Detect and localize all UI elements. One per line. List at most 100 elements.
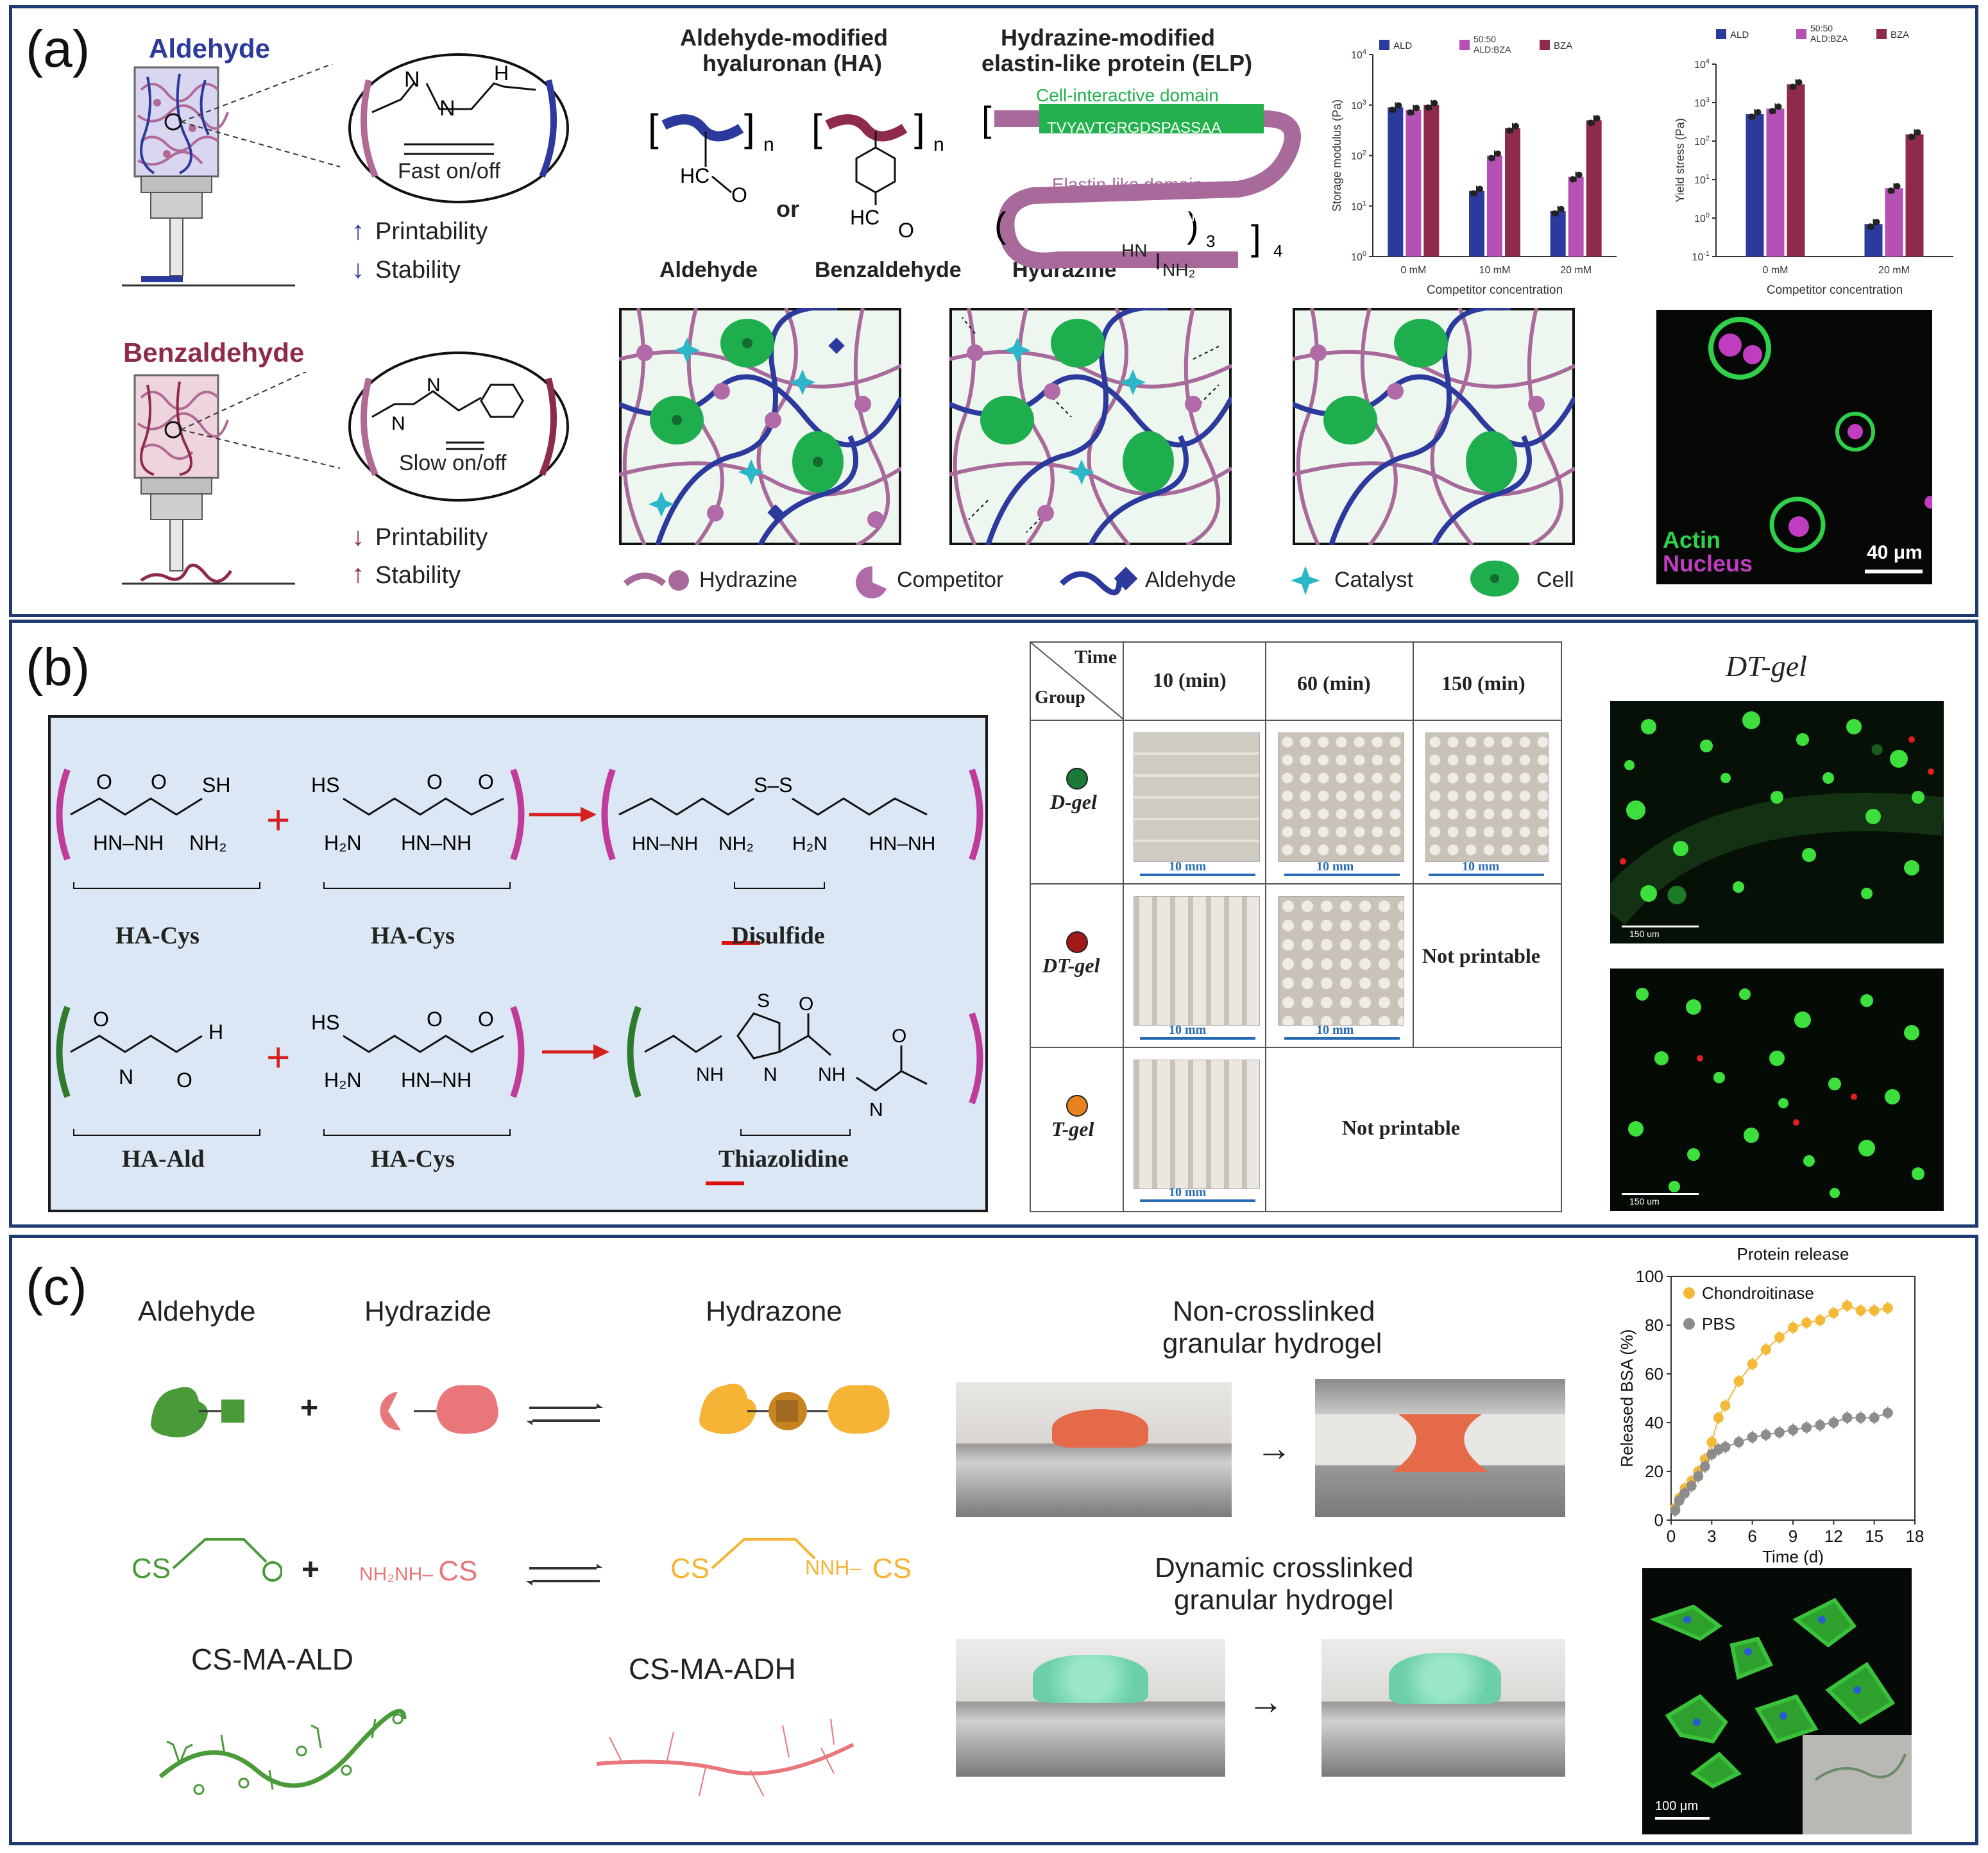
svg-text:]: ] <box>1251 217 1261 258</box>
y-tick-label: 60 <box>1645 1364 1663 1383</box>
y-tick-label: 104 <box>1694 58 1710 71</box>
svg-text:NNH–: NNH– <box>805 1556 861 1579</box>
header-10min: 10 (min) <box>1153 668 1227 691</box>
chondroitinase-point <box>1842 1300 1853 1311</box>
print-d-60 <box>1278 732 1404 862</box>
aldehyde-syringe <box>122 64 341 287</box>
right-arrow-icon: → <box>1256 1428 1292 1468</box>
scale-line <box>1140 1037 1255 1040</box>
y-tick-label: 10-1 <box>1692 250 1710 263</box>
legend-catalyst: Catalyst <box>1334 568 1413 592</box>
svg-text:O: O <box>799 994 813 1015</box>
replicate-point <box>1389 106 1396 114</box>
hydrazone-label: Hydrazone <box>706 1296 842 1327</box>
fast-exchange-bubble: NN H <box>348 53 569 203</box>
hydrazone-chem: CS NNH– CS <box>670 1538 912 1584</box>
svg-text:3: 3 <box>1206 232 1215 251</box>
scale-bar-label: 150 um <box>1629 929 1660 939</box>
live-cells <box>1628 988 1924 1198</box>
legend-swatch <box>1379 40 1389 50</box>
slow-exchange-bubble: NN <box>348 351 569 502</box>
t-gel-dot <box>1066 1095 1088 1117</box>
red-hydrogel <box>1052 1409 1148 1448</box>
legend-hydrazine: Hydrazine <box>699 568 798 592</box>
x-tick-label: 3 <box>1707 1527 1716 1546</box>
svg-text:HC: HC <box>680 164 709 187</box>
table-corner-diagonal <box>1031 643 1124 720</box>
cs-ma-adh-label: CS-MA-ADH <box>629 1652 796 1686</box>
ha-title-line2: hyaluronan (HA) <box>702 50 883 76</box>
replicate-point <box>1477 185 1483 192</box>
pbs-point <box>1855 1412 1866 1423</box>
svg-text:NH: NH <box>818 1064 845 1085</box>
y-axis-label: Storage modulus (Pa) <box>1330 99 1343 212</box>
aldehyde-title: Aldehyde <box>149 33 271 63</box>
plus-sign: + <box>300 1391 319 1425</box>
hydrazine-legend-icon <box>623 570 689 591</box>
pbs-point <box>1733 1437 1744 1448</box>
scale-bar-label: 150 um <box>1629 1196 1660 1206</box>
aldehyde-legend-icon <box>1059 566 1138 596</box>
print-d-10 <box>1134 732 1260 862</box>
down-arrow-icon: ↓ <box>352 255 364 283</box>
bar-ald <box>1864 224 1883 257</box>
scale-bar-label: 40 μm <box>1867 542 1923 563</box>
elp-title-line2: elastin-like protein (ELP) <box>981 50 1253 76</box>
x-axis-label: Time (d) <box>1762 1547 1824 1565</box>
pbs-point <box>1760 1430 1771 1440</box>
svg-text:[: [ <box>648 106 659 149</box>
svg-text:(: ( <box>994 205 1007 245</box>
bar-50-50-ald-bza <box>1885 188 1903 257</box>
network-schematic-2 <box>949 308 1232 545</box>
print-d-150 <box>1425 732 1549 862</box>
pbs-point <box>1679 1488 1690 1499</box>
x-axis-label: Competitor concentration <box>1767 283 1903 297</box>
benzaldehyde-name: Benzaldehyde <box>815 258 962 282</box>
svg-text:[: [ <box>981 99 992 139</box>
y-axis-label: Yield stress (Pa) <box>1674 118 1686 202</box>
benzaldehyde-structure: [] n HC O <box>811 106 944 242</box>
replicate-point <box>1413 105 1420 112</box>
svg-text:n: n <box>933 134 944 155</box>
green-hydrogel <box>1033 1655 1148 1703</box>
protein-release-chart: Protein release 0 20 40 60 80 100 0 3 6 9 12 15 18 Tim… <box>1617 1244 1924 1565</box>
legend-competitor: Competitor <box>897 568 1004 592</box>
svg-text:H₂N: H₂N <box>792 833 828 854</box>
x-tick-label: 12 <box>1824 1527 1843 1546</box>
chart-title: Protein release <box>1737 1244 1849 1264</box>
svg-text:): ) <box>1187 205 1199 245</box>
y-tick-label: 100 <box>1694 212 1710 224</box>
pbs-line <box>1674 1412 1889 1511</box>
y-tick-label: 104 <box>1351 48 1366 61</box>
network-schematic-1 <box>619 308 901 545</box>
svg-text:O: O <box>427 1008 443 1031</box>
x-tick-label: 20 mM <box>1560 265 1592 276</box>
elastin-domain-label: Elastin-like domain <box>1052 174 1203 194</box>
product-disulfide: Disulfide <box>731 922 825 949</box>
svg-text:H: H <box>208 1020 223 1044</box>
svg-text:O: O <box>898 219 914 242</box>
y-tick-label: 40 <box>1645 1413 1663 1432</box>
printability-table: Time Group 10 (min) 60 (min) 150 (min) D… <box>1030 641 1562 1212</box>
x-tick-label: 20 mM <box>1878 265 1910 276</box>
svg-text:HN–NH: HN–NH <box>93 831 164 854</box>
svg-text:O: O <box>731 183 747 207</box>
replicate-point <box>1748 114 1755 121</box>
col-line-2 <box>1265 643 1266 1211</box>
dynamic-photo-after <box>1321 1639 1565 1777</box>
equilibrium-arrows-icon <box>526 1564 603 1586</box>
bar-bza <box>1787 84 1805 257</box>
replicate-point <box>1914 129 1921 136</box>
red-hydrogel <box>1392 1414 1488 1472</box>
elp-structure: [ ) 3 ] 4 ( <box>981 99 1301 269</box>
catalyst-legend-icon <box>1291 566 1320 595</box>
svg-text:N: N <box>119 1065 133 1088</box>
scale-bar <box>1622 926 1699 927</box>
svg-text:NH₂: NH₂ <box>718 833 754 854</box>
slow-on-off-label: Slow on/off <box>399 451 507 475</box>
replicate-point <box>1431 99 1438 106</box>
pbs-point <box>1882 1407 1893 1418</box>
legend-label: BZA <box>1554 40 1572 51</box>
plus-sign: + <box>302 1553 320 1587</box>
legend-marker <box>1683 1318 1695 1330</box>
